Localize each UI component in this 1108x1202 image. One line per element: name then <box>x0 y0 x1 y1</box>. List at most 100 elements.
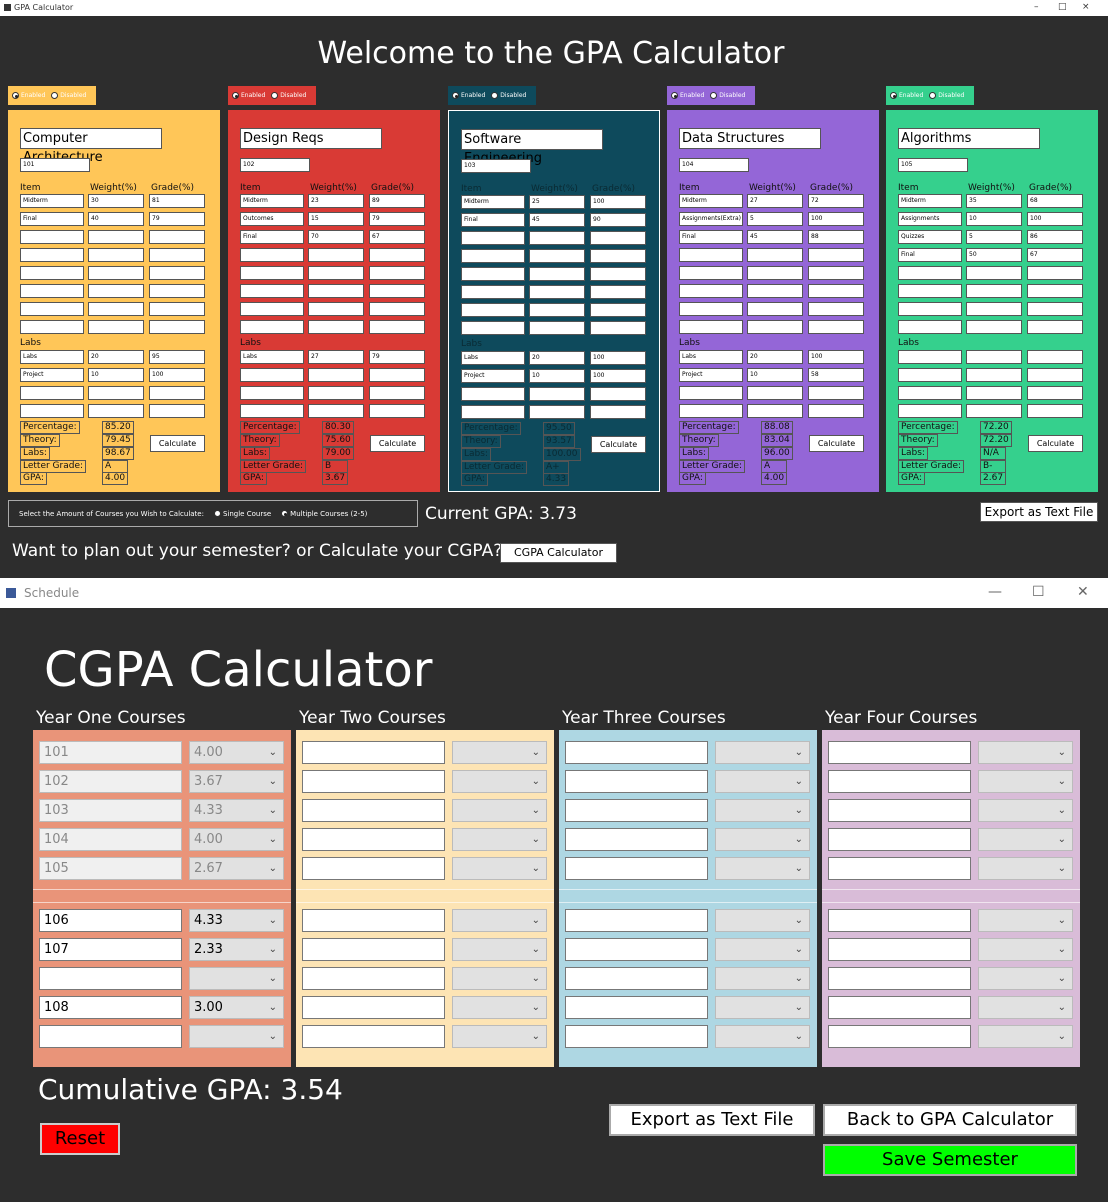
gpa-select[interactable]: ⌄ <box>715 799 810 822</box>
lab-grade-input[interactable] <box>369 404 425 418</box>
enabled-radio[interactable]: Enabled <box>671 92 704 99</box>
course-code-input[interactable] <box>565 967 708 990</box>
item-name-input[interactable] <box>240 248 304 262</box>
course-code-input[interactable]: 105 <box>898 158 968 172</box>
course-code-input[interactable]: 107 <box>39 938 182 961</box>
gpa-select[interactable]: ⌄ <box>978 828 1073 851</box>
grade-input[interactable] <box>1027 266 1083 280</box>
weight-input[interactable] <box>747 248 803 262</box>
gpa-select[interactable]: ⌄ <box>978 741 1073 764</box>
weight-input[interactable] <box>966 284 1022 298</box>
gpa-select[interactable]: ⌄ <box>452 828 547 851</box>
save-semester-button[interactable]: Save Semester <box>823 1144 1077 1176</box>
item-name-input[interactable] <box>20 320 84 334</box>
course-name-input[interactable]: Computer Architecture <box>20 128 162 165</box>
course-code-input[interactable]: 108 <box>39 996 182 1019</box>
lab-grade-input[interactable] <box>1027 350 1083 364</box>
back-to-gpa-calculator-button[interactable]: Back to GPA Calculator <box>823 1104 1077 1136</box>
calculate-button[interactable]: Calculate <box>150 435 205 452</box>
grade-input[interactable] <box>1027 302 1083 316</box>
grade-input[interactable] <box>149 248 205 262</box>
item-name-input[interactable] <box>20 248 84 262</box>
weight-input[interactable]: 45 <box>747 230 803 244</box>
lab-name-input[interactable] <box>679 404 743 418</box>
gpa-select[interactable]: ⌄ <box>978 967 1073 990</box>
grade-input[interactable]: 67 <box>1027 248 1083 262</box>
course-code-input[interactable] <box>565 857 708 880</box>
lab-name-input[interactable] <box>679 386 743 400</box>
grade-input[interactable] <box>369 284 425 298</box>
item-name-input[interactable] <box>461 321 525 335</box>
grade-input[interactable] <box>369 302 425 316</box>
course-name-input[interactable]: Data Structures <box>679 128 821 149</box>
weight-input[interactable]: 15 <box>308 212 364 226</box>
grade-input[interactable]: 79 <box>369 212 425 226</box>
lab-weight-input[interactable] <box>308 386 364 400</box>
weight-input[interactable] <box>966 320 1022 334</box>
lab-name-input[interactable]: Project <box>679 368 743 382</box>
gpa-select[interactable]: ⌄ <box>978 938 1073 961</box>
lab-grade-input[interactable] <box>808 404 864 418</box>
lab-weight-input[interactable] <box>529 405 585 419</box>
item-name-input[interactable] <box>679 320 743 334</box>
item-name-input[interactable] <box>679 266 743 280</box>
lab-weight-input[interactable] <box>308 404 364 418</box>
lab-name-input[interactable] <box>461 405 525 419</box>
course-code-input[interactable] <box>302 967 445 990</box>
grade-input[interactable]: 100 <box>808 212 864 226</box>
disabled-radio[interactable]: Disabled <box>51 92 86 99</box>
item-name-input[interactable]: Midterm <box>679 194 743 208</box>
course-name-input[interactable]: Design Reqs <box>240 128 382 149</box>
lab-weight-input[interactable]: 20 <box>747 350 803 364</box>
single-course-radio[interactable]: Single Course <box>213 510 271 518</box>
weight-input[interactable] <box>747 302 803 316</box>
course-code-input[interactable] <box>302 828 445 851</box>
weight-input[interactable]: 45 <box>529 213 585 227</box>
course-code-input[interactable] <box>39 967 182 990</box>
lab-name-input[interactable] <box>240 386 304 400</box>
lab-grade-input[interactable]: 58 <box>808 368 864 382</box>
minimize-icon[interactable]: – <box>1034 2 1039 12</box>
item-name-input[interactable]: Quizzes <box>898 230 962 244</box>
weight-input[interactable] <box>529 249 585 263</box>
item-name-input[interactable] <box>461 231 525 245</box>
weight-input[interactable] <box>88 320 144 334</box>
course-code-input[interactable] <box>565 1025 708 1048</box>
lab-weight-input[interactable]: 20 <box>529 351 585 365</box>
cgpa-calculator-button[interactable]: CGPA Calculator <box>500 543 617 563</box>
grade-input[interactable] <box>808 248 864 262</box>
close-icon[interactable]: ✕ <box>1077 584 1089 600</box>
item-name-input[interactable] <box>898 266 962 280</box>
course-code-input[interactable] <box>302 996 445 1019</box>
enabled-radio[interactable]: Enabled <box>452 92 485 99</box>
lab-weight-input[interactable] <box>88 404 144 418</box>
item-name-input[interactable]: Midterm <box>461 195 525 209</box>
gpa-select[interactable]: ⌄ <box>715 770 810 793</box>
lab-grade-input[interactable] <box>590 387 646 401</box>
weight-input[interactable] <box>966 266 1022 280</box>
item-name-input[interactable]: Final <box>679 230 743 244</box>
weight-input[interactable]: 5 <box>747 212 803 226</box>
calculate-button[interactable]: Calculate <box>591 436 646 453</box>
weight-input[interactable] <box>308 248 364 262</box>
gpa-select[interactable]: ⌄ <box>715 1025 810 1048</box>
weight-input[interactable] <box>308 266 364 280</box>
lab-grade-input[interactable]: 95 <box>149 350 205 364</box>
item-name-input[interactable] <box>461 267 525 281</box>
lab-grade-input[interactable] <box>149 404 205 418</box>
course-code-input[interactable] <box>302 741 445 764</box>
weight-input[interactable]: 5 <box>966 230 1022 244</box>
lab-grade-input[interactable]: 79 <box>369 350 425 364</box>
weight-input[interactable] <box>529 285 585 299</box>
close-icon[interactable]: × <box>1082 2 1090 12</box>
lab-name-input[interactable] <box>240 368 304 382</box>
grade-input[interactable] <box>590 303 646 317</box>
item-name-input[interactable] <box>461 285 525 299</box>
course-code-input[interactable] <box>302 938 445 961</box>
lab-weight-input[interactable] <box>747 404 803 418</box>
item-name-input[interactable] <box>240 284 304 298</box>
lab-name-input[interactable]: Labs <box>240 350 304 364</box>
course-code-input[interactable] <box>828 857 971 880</box>
grade-input[interactable] <box>149 266 205 280</box>
course-name-input[interactable]: Algorithms <box>898 128 1040 149</box>
